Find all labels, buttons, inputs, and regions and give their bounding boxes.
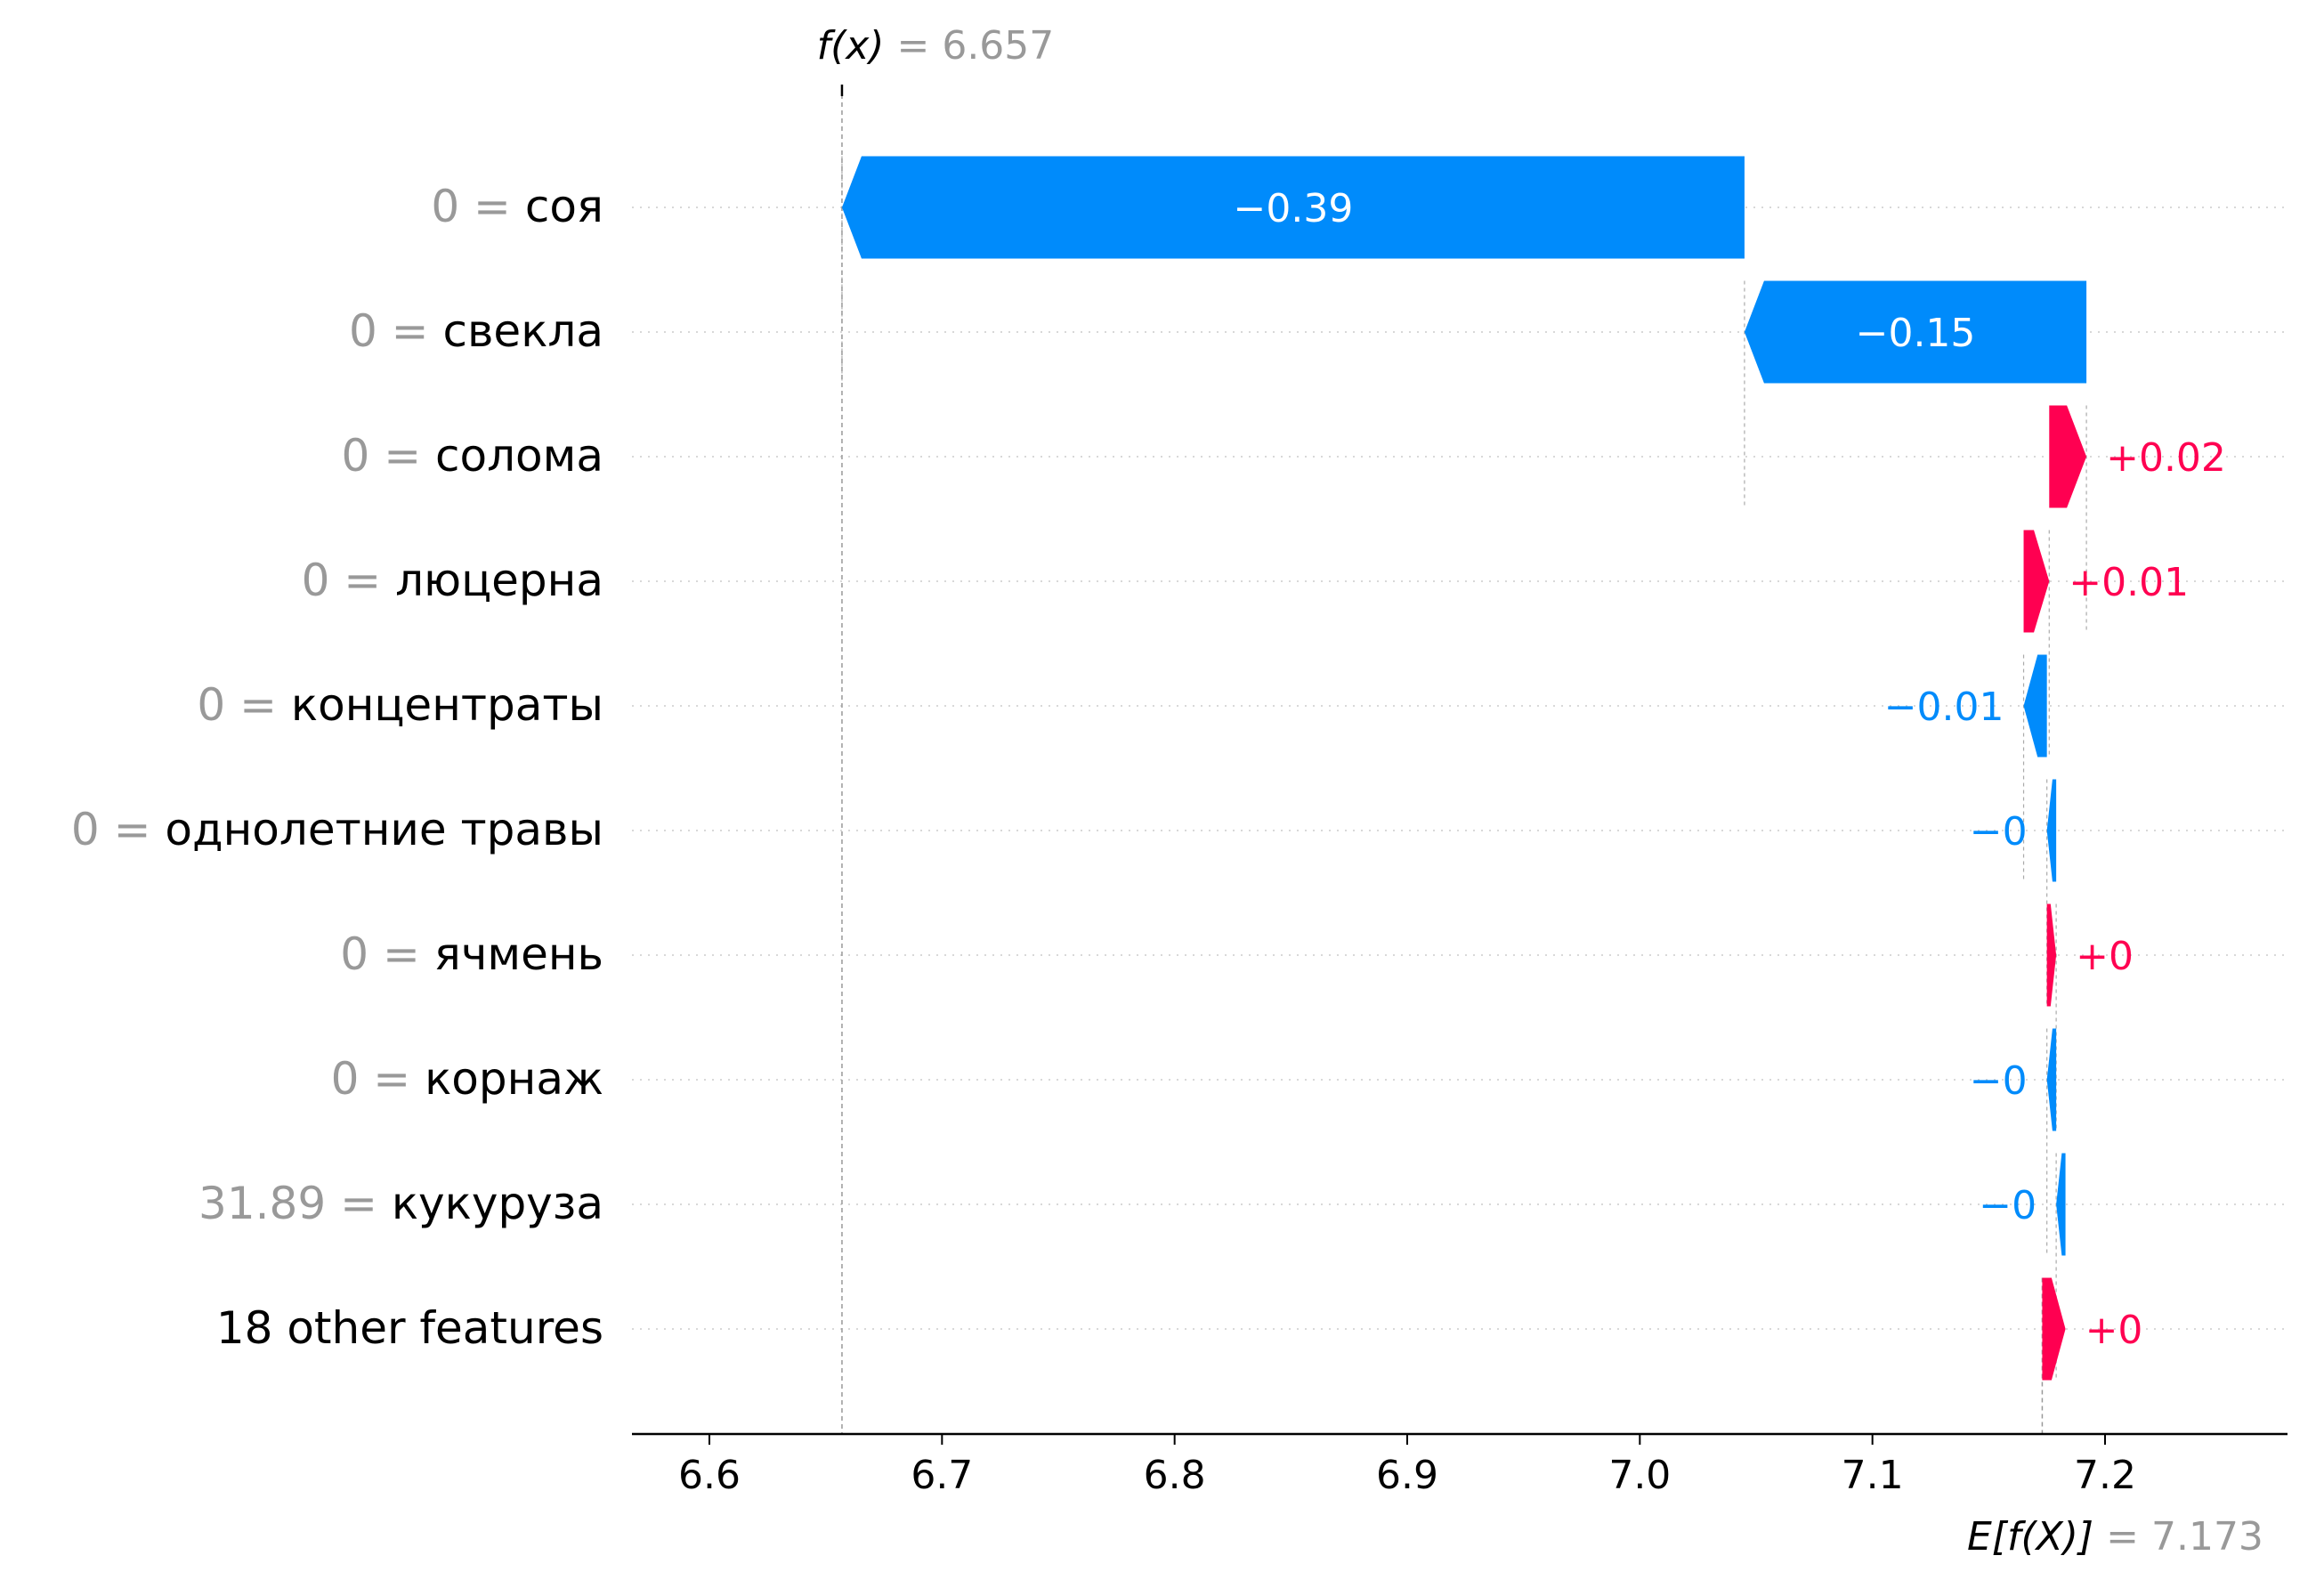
contribution-bar — [1744, 280, 2087, 384]
feature-value: 0 = — [197, 679, 291, 731]
feature-value: 0 = — [340, 928, 434, 980]
contribution-label: +0.02 — [2106, 435, 2226, 481]
contribution-bar — [2042, 1277, 2066, 1381]
contribution-bar — [2046, 779, 2057, 882]
contribution-bar — [841, 156, 1745, 259]
feature-name: солома — [435, 430, 603, 482]
x-tick-label: 7.0 — [1608, 1453, 1671, 1498]
fx-label-name: f(x) — [817, 23, 885, 69]
feature-name: кукуруза — [392, 1178, 603, 1229]
contribution-label: −0.39 — [1234, 186, 1354, 231]
contribution-bar — [2046, 1028, 2057, 1131]
contribution-label: −0.01 — [1884, 685, 2004, 730]
feature-value: 0 = — [71, 804, 166, 855]
x-tick-label: 6.7 — [911, 1453, 973, 1498]
x-tick-label: 6.6 — [678, 1453, 741, 1498]
feature-label: 0 = свекла — [349, 305, 603, 357]
contribution-bars: −0.39 −0.15 +0.02 +0.01 −0.01 −0 +0 −0 −0 +0 — [841, 156, 2226, 1381]
feature-value: 0 = — [349, 305, 443, 357]
feature-name: однолетние травы — [165, 804, 603, 855]
feature-name: ячмень — [434, 928, 603, 980]
feature-name: концентраты — [291, 679, 603, 731]
feature-label: 0 = соя — [431, 181, 603, 232]
fx-label-value: = 6.657 — [896, 23, 1054, 69]
x-tick-label: 7.2 — [2074, 1453, 2136, 1498]
feature-label: 18 other features — [216, 1302, 603, 1354]
x-tick-label: 6.9 — [1376, 1453, 1438, 1498]
contribution-bar — [2046, 903, 2057, 1007]
feature-name: свекла — [442, 305, 603, 357]
feature-name: соя — [525, 181, 603, 232]
contribution-label: −0 — [1979, 1183, 2037, 1228]
feature-label: 0 = люцерна — [302, 555, 603, 606]
feature-name: корнаж — [425, 1053, 603, 1105]
efx-label: E[f(X)] = 7.173 — [1967, 1514, 2263, 1560]
contribution-label: −0 — [1970, 1058, 2028, 1104]
feature-label: 0 = корнаж — [331, 1053, 603, 1105]
contribution-bar — [2023, 530, 2050, 633]
fx-label: f(x) = 6.657 — [817, 23, 1055, 69]
efx-label-value: = 7.173 — [2106, 1514, 2263, 1560]
feature-name: люцерна — [395, 555, 603, 606]
feature-value: 0 = — [431, 181, 525, 232]
x-axis: 6.6 6.7 6.8 6.9 7.0 7.1 7.2 — [632, 1432, 2288, 1498]
feature-value: 0 = — [331, 1053, 425, 1105]
feature-value: 31.89 = — [198, 1178, 392, 1229]
x-tick-marks: 6.6 6.7 6.8 6.9 7.0 7.1 7.2 — [678, 1434, 2136, 1498]
feature-value: 0 = — [302, 555, 396, 606]
contribution-bar — [2049, 405, 2087, 508]
contribution-label: +0 — [2076, 934, 2134, 979]
contribution-label: +0 — [2085, 1308, 2143, 1353]
contribution-bar — [2056, 1153, 2066, 1256]
x-tick-label: 6.8 — [1144, 1453, 1206, 1498]
feature-label: 0 = концентраты — [197, 679, 603, 731]
contribution-label: +0.01 — [2069, 560, 2189, 605]
x-tick-label: 7.1 — [1842, 1453, 1904, 1498]
feature-name: 18 other features — [216, 1302, 603, 1354]
feature-value: 0 = — [342, 430, 436, 482]
efx-label-name: E[f(X)] — [1967, 1514, 2093, 1560]
feature-label: 0 = солома — [342, 430, 604, 482]
feature-label: 0 = однолетние травы — [71, 804, 603, 855]
feature-label: 0 = ячмень — [340, 928, 603, 980]
contribution-label: −0.15 — [1856, 311, 1976, 356]
contribution-bar — [2023, 654, 2047, 758]
contribution-label: −0 — [1970, 809, 2028, 855]
feature-label: 31.89 = кукуруза — [198, 1178, 603, 1229]
